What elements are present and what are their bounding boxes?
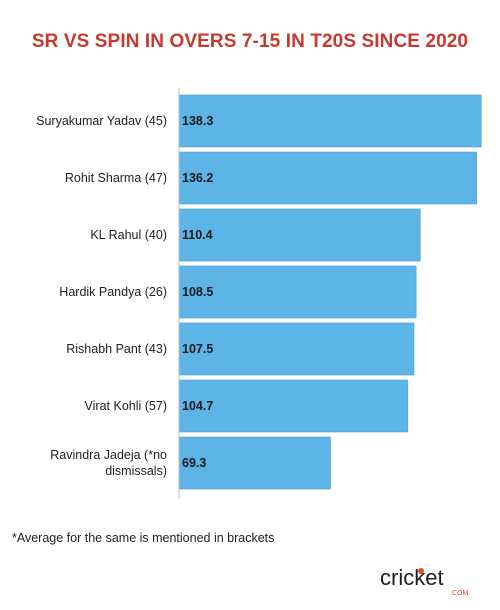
bar-1 [178,151,477,205]
bar-4 [178,322,415,376]
value-label-6: 69.3 [182,456,206,470]
bar-chart: 138.3 Suryakumar Yadav (45) 136.2 Rohit Sha… [36,88,482,499]
value-label-3: 108.5 [182,285,213,299]
logo-accent-dot [418,568,424,574]
category-label-1: Rohit Sharma (47) [65,171,167,185]
chart-title: SR VS SPIN IN OVERS 7-15 IN T20S SINCE 2… [31,31,469,52]
value-label-2: 110.4 [182,228,213,242]
category-label-5: Virat Kohli (57) [85,399,167,413]
value-label-1: 136.2 [182,171,213,185]
bar-0 [178,94,482,148]
value-label-5: 104.7 [182,399,213,413]
value-label-0: 138.3 [182,114,213,128]
logo-wordmark: cricket [380,565,444,590]
category-label-2: KL Rahul (40) [90,228,167,242]
category-label-3: Hardik Pandya (26) [59,285,167,299]
bar-5 [178,379,409,433]
footnote: *Average for the same is mentioned in br… [12,531,275,545]
category-label-6: Ravindra Jadeja (*no dismissals) [50,448,167,478]
category-label-0: Suryakumar Yadav (45) [36,114,167,128]
logo-sub: .COM [450,590,468,597]
cricket-com-logo[interactable]: cricket .COM [380,565,490,597]
bar-6 [178,436,331,490]
bars-group: 138.3 Suryakumar Yadav (45) 136.2 Rohit Sha… [36,94,482,490]
bar-3 [178,265,417,319]
bar-2 [178,208,421,262]
category-label-4: Rishabh Pant (43) [66,342,167,356]
value-label-4: 107.5 [182,342,213,356]
